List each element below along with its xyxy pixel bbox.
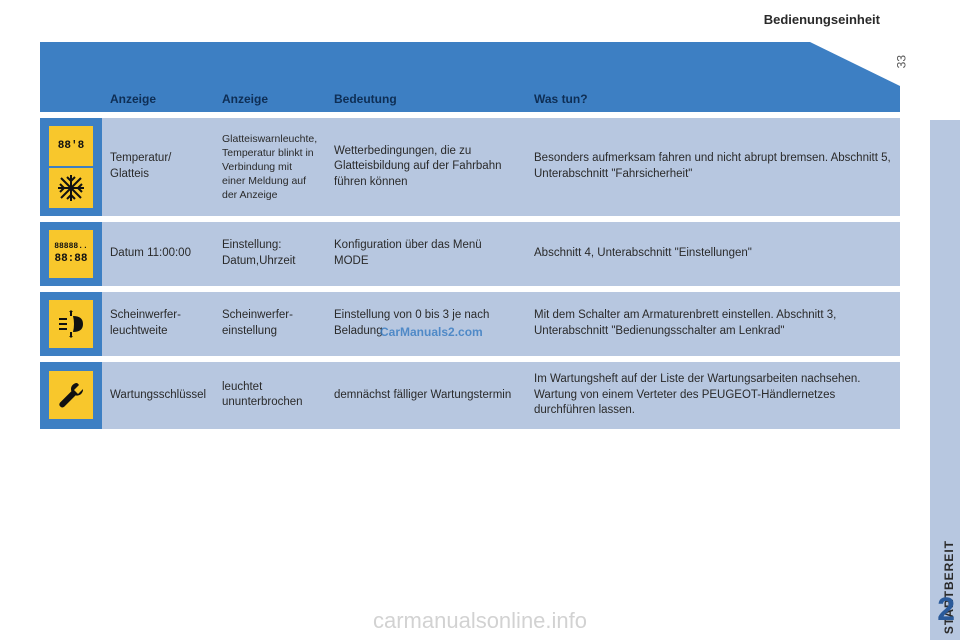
cell-wastun: Abschnitt 4, Unterabschnitt "Einstellung… [526,222,900,286]
date-line1: 88888.. [54,242,88,252]
cell-anzeige2: leuchtet ununterbrochen [214,362,326,429]
date-line2: 88:88 [54,252,87,266]
icon-cell: 88888.. 88:88 [40,222,102,286]
cell-bedeutung: Wetterbedingungen, die zu Glatteisbildun… [326,118,526,216]
table-row: Scheinwerfer-leuchtweite Scheinwerfer-ei… [40,292,900,356]
cell-anzeige1: Wartungsschlüssel [102,362,214,429]
chapter-number: 2 [937,591,955,628]
cell-anzeige1: Scheinwerfer-leuchtweite [102,292,214,356]
cell-anzeige2: Scheinwerfer-einstellung [214,292,326,356]
cell-bedeutung: Konfiguration über das Menü MODE [326,222,526,286]
cell-anzeige1: Temperatur/ Glatteis [102,118,214,216]
icon-cell: 88'8 [40,118,102,216]
th-anzeige1: Anzeige [102,86,214,112]
wrench-icon [49,371,93,419]
header-bar [40,42,900,86]
chapter-tab: STARTBEREIT 2 [930,120,960,640]
table-row: Wartungsschlüssel leuchtet ununterbroche… [40,362,900,429]
cell-wastun: Mit dem Schalter am Armaturenbrett einst… [526,292,900,356]
table-header-row: Anzeige Anzeige Bedeutung Was tun? [40,86,900,112]
datetime-icon: 88888.. 88:88 [49,230,93,278]
cell-wastun: Im Wartungsheft auf der Liste der Wartun… [526,362,900,429]
cell-wastun: Besonders aufmerksam fahren und nicht ab… [526,118,900,216]
cell-anzeige2: Glatteiswarnleuchte, Temperatur blinkt i… [214,118,326,216]
icon-cell [40,292,102,356]
cell-anzeige2: Einstellung: Datum,Uhrzeit [214,222,326,286]
page-number: 33 [894,55,908,68]
cell-bedeutung: Einstellung von 0 bis 3 je nach Beladung [326,292,526,356]
table-row: 88'8 Temperatur/ Glat [40,118,900,216]
th-wastun: Was tun? [526,86,900,112]
th-anzeige2: Anzeige [214,86,326,112]
page: Bedienungseinheit 33 Anzeige Anzeige Bed… [40,0,900,640]
th-icon [40,86,102,112]
section-title: Bedienungseinheit [764,12,880,27]
temperature-digits-icon: 88'8 [49,126,93,166]
headlight-icon [49,300,93,348]
indicator-table: Anzeige Anzeige Bedeutung Was tun? 88'8 [40,86,900,429]
icon-cell [40,362,102,429]
th-bedeutung: Bedeutung [326,86,526,112]
snowflake-icon [49,168,93,208]
cell-bedeutung: demnächst fälliger Wartungstermin [326,362,526,429]
table-row: 88888.. 88:88 Datum 11:00:00 Einstellung… [40,222,900,286]
header-corner [810,42,900,86]
cell-anzeige1: Datum 11:00:00 [102,222,214,286]
